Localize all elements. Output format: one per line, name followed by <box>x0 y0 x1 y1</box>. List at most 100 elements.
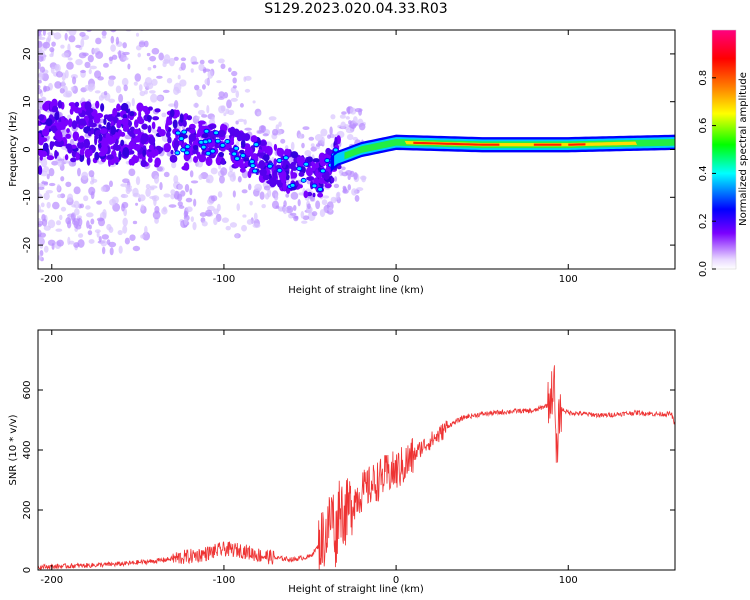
snr-x-axis-label: Height of straight line (km) <box>288 584 424 595</box>
spectrogram-noise-dot <box>341 166 346 171</box>
spectrogram-signal-dot <box>142 149 147 157</box>
spectrogram-signal-dot <box>170 149 174 155</box>
spectrogram-peak-dot <box>276 158 283 164</box>
spectrogram-noise-dot <box>227 109 235 116</box>
spectrogram-noise-dot <box>345 116 350 120</box>
spectrogram-noise-dot <box>170 193 175 200</box>
spectrogram-noise-dot <box>108 241 117 248</box>
spectrogram-noise-dot <box>184 183 190 193</box>
spectrogram-noise-dot <box>156 95 163 101</box>
spectrogram-peak-dot <box>296 166 303 172</box>
spectrogram-noise-dot <box>262 133 269 137</box>
spectrogram-noise-dot <box>151 47 160 55</box>
spectrogram-noise-dot <box>217 58 225 64</box>
spectrogram-noise-dot <box>51 41 56 47</box>
spectrogram-noise-dot <box>59 87 65 94</box>
spectrogram-noise-dot <box>235 90 240 98</box>
spectrogram-signal-dot <box>41 128 50 137</box>
spectrogram-signal-dot <box>98 133 103 142</box>
spectrogram-signal-dot <box>317 192 324 198</box>
spectrogram-noise-dot <box>152 64 157 69</box>
spectrogram-noise-dot <box>48 182 56 187</box>
spectrogram-noise-dot <box>149 195 157 200</box>
spectrogram-noise-dot <box>122 51 130 56</box>
spectrogram-noise-dot <box>88 186 96 196</box>
colorbar-tick-label: 0.4 <box>698 165 709 181</box>
spectrogram-noise-dot <box>161 112 167 118</box>
spectrogram-signal-dot <box>147 106 153 111</box>
spectrogram-peak-dot <box>181 129 188 135</box>
spectrogram-signal-dot <box>151 121 156 130</box>
spectrogram-noise-dot <box>244 88 251 93</box>
spectrogram-noise-dot <box>57 160 63 167</box>
spectrogram-noise-dot <box>180 62 186 71</box>
spectrogram-noise-dot <box>119 21 126 30</box>
spectrogram-signal-dot <box>130 156 135 166</box>
spectrogram-signal-dot <box>110 120 114 128</box>
spectrogram-noise-dot <box>38 229 42 238</box>
spectrogram-noise-dot <box>146 52 151 57</box>
spectrogram-signal-dot <box>83 138 91 149</box>
spectrogram-noise-dot <box>194 84 200 91</box>
spectrogram-signal-dot <box>79 148 85 156</box>
spectrogram-noise-dot <box>237 176 242 183</box>
spectrogram-signal-dot <box>306 156 313 163</box>
spectrogram-noise-dot <box>193 102 200 108</box>
colorbar-tick-label: 0.8 <box>698 70 709 86</box>
spectrogram-noise-dot <box>252 100 256 104</box>
spectrogram-peak-dot <box>332 147 339 153</box>
spectrogram-noise-dot <box>225 225 231 231</box>
spectrogram-peak-dot <box>224 138 231 144</box>
spectrogram-noise-dot <box>239 103 244 108</box>
spectrogram-signal-dot <box>282 182 287 192</box>
spectrogram-peak-dot <box>266 163 273 169</box>
spectrogram-noise-dot <box>352 116 358 124</box>
spectrogram-signal-dot <box>114 115 118 124</box>
spectrogram-signal-dot <box>167 136 172 144</box>
spectrogram-noise-dot <box>115 36 120 45</box>
spectrogram-signal-dot <box>106 121 111 131</box>
spectrogram-noise-dot <box>151 78 158 86</box>
spectrogram-signal-dot <box>140 159 147 168</box>
spectrogram-noise-dot <box>302 215 310 221</box>
spectrogram-noise-dot <box>138 194 146 202</box>
spectrogram-signal-dot <box>290 172 298 179</box>
spectrogram-signal-dot <box>198 122 203 129</box>
spectrogram-noise-dot <box>315 143 321 147</box>
spectrogram-peak-dot <box>219 142 226 148</box>
spectrogram-noise-dot <box>290 141 295 151</box>
spectrogram-signal-dot <box>64 154 69 161</box>
spectrogram-signal-dot <box>330 177 335 183</box>
spectrogram-signal-dot <box>54 111 60 121</box>
spectrogram-signal-dot <box>192 149 197 155</box>
spectrogram-noise-dot <box>121 77 129 87</box>
spectrogram-noise-dot <box>216 80 222 84</box>
spectrogram-y-tick-label: 0 <box>22 146 33 152</box>
spectrogram-signal-dot <box>298 171 305 177</box>
spectrogram-signal-dot <box>172 119 178 129</box>
spectrogram-signal-dot <box>98 124 102 129</box>
spectrogram-y-tick-label: -10 <box>22 189 33 205</box>
spectrogram-noise-dot <box>38 30 41 37</box>
spectrogram-signal-dot <box>54 149 58 160</box>
spectrogram-noise-dot <box>44 13 49 19</box>
spectrogram-noise-dot <box>49 47 55 53</box>
snr-plot: -200 -100 0 100 0 200 400 600 Height of straig… <box>8 329 676 595</box>
spectrogram-noise-dot <box>264 192 270 200</box>
spectrogram-noise-dot <box>38 36 46 40</box>
spectrogram-signal-dot <box>244 146 253 156</box>
spectrogram-noise-dot <box>135 32 140 37</box>
spectrogram-noise-dot <box>205 209 213 217</box>
spectrogram-signal-dot <box>105 132 111 141</box>
spectrogram-signal-dot <box>88 149 93 156</box>
spectrogram-noise-dot <box>88 239 95 244</box>
spectrogram-noise-dot <box>237 118 245 122</box>
spectrogram-noise-dot <box>38 84 41 90</box>
spectrogram-signal-dot <box>136 102 144 113</box>
spectrogram-signal-dot <box>106 114 113 122</box>
spectrogram-noise-dot <box>65 217 72 225</box>
spectrogram-noise-dot <box>98 236 102 242</box>
spectrogram-noise-dot <box>131 97 135 107</box>
spectrogram-signal-dot <box>208 124 217 130</box>
